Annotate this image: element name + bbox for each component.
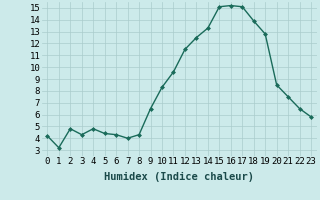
X-axis label: Humidex (Indice chaleur): Humidex (Indice chaleur): [104, 172, 254, 182]
